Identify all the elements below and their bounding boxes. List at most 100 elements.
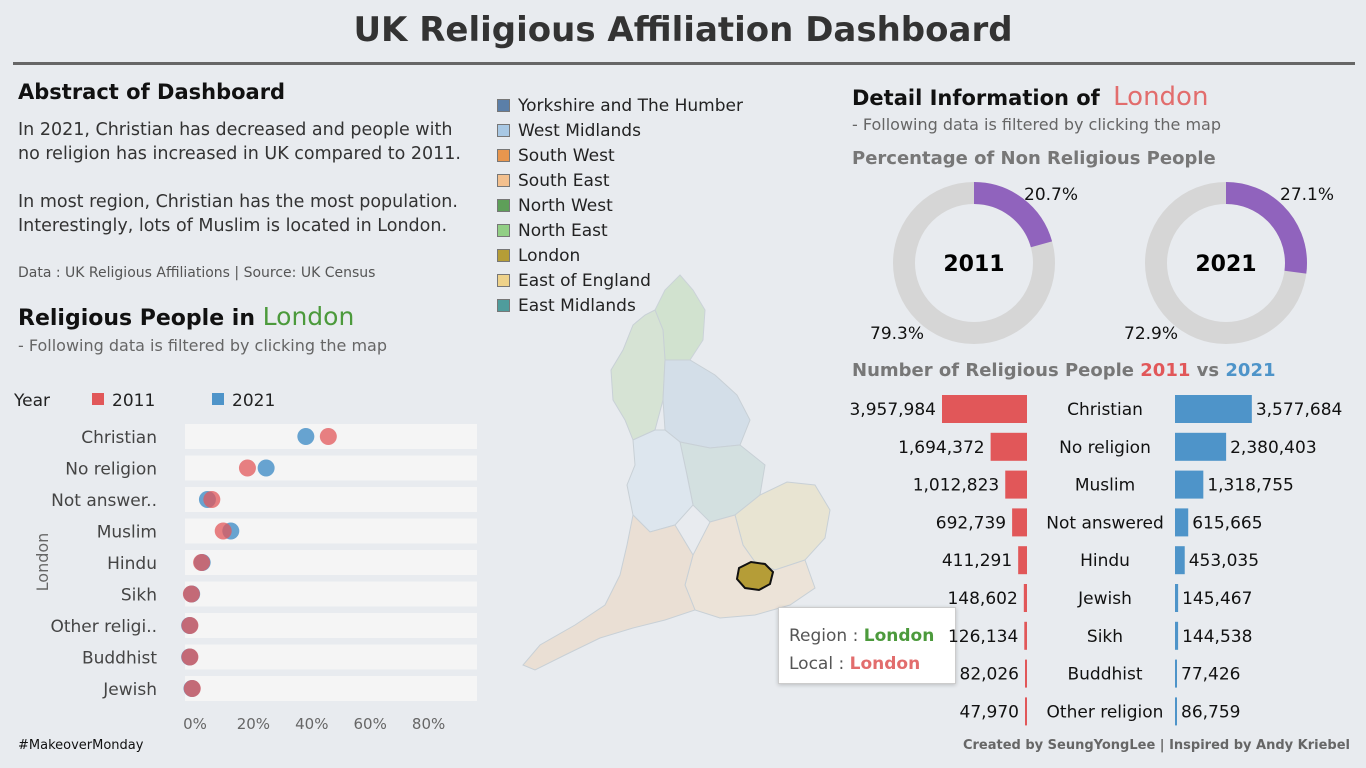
bar-2011-label: 1,012,823 (913, 476, 1000, 496)
bar-2011-label: 82,026 (960, 665, 1019, 685)
dot-2011[interactable] (214, 522, 232, 540)
bar-2021-label: 615,665 (1192, 513, 1262, 533)
region-legend-swatch (497, 124, 510, 137)
bar-2021-label: 2,380,403 (1230, 438, 1317, 458)
uk-region-map[interactable] (515, 270, 835, 690)
legend-label-2011: 2011 (112, 391, 155, 411)
region-legend-item[interactable]: East Midlands (497, 293, 743, 318)
donut-non-religious-arc[interactable] (893, 182, 1055, 344)
number-heading-2021: 2021 (1225, 360, 1276, 381)
dot-2011[interactable] (182, 585, 200, 603)
dot-category-label: No religion (65, 460, 157, 480)
bar-2011-label: 47,970 (960, 702, 1019, 722)
dot-2021[interactable] (257, 459, 275, 477)
bar-2011[interactable] (1012, 508, 1027, 537)
dot-2011[interactable] (203, 491, 221, 508)
bar-2021[interactable] (1175, 584, 1179, 612)
map-region-london[interactable] (735, 560, 775, 592)
donut-non-religious-arc[interactable] (1145, 182, 1307, 344)
dashboard-title: UK Religious Affiliation Dashboard (353, 10, 1013, 50)
map-region-north-west[interactable] (610, 309, 666, 441)
dot-2011[interactable] (181, 648, 199, 666)
bar-2011[interactable] (1023, 584, 1027, 612)
tooltip-local-label: Local : (789, 654, 845, 674)
dot-category-label: Other religi.. (50, 617, 157, 637)
tooltip-local-row: Local : London (789, 650, 945, 678)
bar-2011[interactable] (942, 395, 1027, 423)
dot-2011[interactable] (319, 428, 337, 445)
abstract-paragraph-2: In most region, Christian has the most p… (18, 190, 458, 238)
region-legend-item[interactable]: London (497, 243, 743, 268)
donut-religious-pct: 72.9% (1124, 324, 1178, 344)
region-legend-swatch (497, 274, 510, 287)
dot-2011[interactable] (238, 459, 256, 477)
region-legend-label: West Midlands (518, 120, 641, 141)
dot-plot-chart: Year 2011 2021 London Christian No religi… (13, 391, 477, 733)
dot-x-tick: 0% (183, 715, 207, 733)
bar-2011[interactable] (1018, 546, 1027, 575)
bar-2021-label: 77,426 (1181, 665, 1240, 685)
data-source: Data : UK Religious Affiliations | Sourc… (18, 265, 376, 281)
bar-2021[interactable] (1175, 621, 1179, 650)
abstract-paragraph-1: In 2021, Christian has decreased and peo… (18, 118, 461, 166)
bar-2011-label: 3,957,984 (849, 400, 936, 420)
region-legend-swatch (497, 224, 510, 237)
bar-2021[interactable] (1175, 432, 1227, 461)
region-legend-swatch (497, 149, 510, 162)
dot-category-label: Muslim (97, 523, 157, 543)
dot-category-label: Jewish (102, 680, 157, 700)
bar-2021[interactable] (1175, 470, 1204, 499)
dot-category-label: Christian (81, 428, 157, 448)
bar-2011[interactable] (1024, 621, 1027, 650)
map-region-south-west[interactable] (522, 513, 696, 671)
detail-subtitle: - Following data is filtered by clicking… (852, 115, 1221, 134)
religious-people-subtitle: - Following data is filtered by clicking… (18, 336, 387, 355)
region-legend-item[interactable]: East of England (497, 268, 743, 293)
map-region-west-midlands[interactable] (626, 429, 694, 533)
dot-x-tick: 80% (412, 715, 445, 733)
dot-category-label: Buddhist (82, 649, 157, 669)
donut-year-label: 2011 (943, 252, 1004, 277)
region-legend-swatch (497, 199, 510, 212)
bar-2011-label: 126,134 (948, 627, 1018, 647)
nonrel-heading: Percentage of Non Religious People (852, 148, 1216, 169)
donut-non-religious-pct: 27.1% (1280, 185, 1334, 205)
region-legend-label: Yorkshire and The Humber (518, 95, 743, 116)
region-legend-item[interactable]: Yorkshire and The Humber (497, 93, 743, 118)
dot-2011[interactable] (181, 617, 199, 634)
tooltip-region-label: Region : (789, 626, 859, 646)
bar-2021-label: 1,318,755 (1207, 476, 1294, 496)
donut-year-label: 2021 (1195, 252, 1256, 277)
region-legend-item[interactable]: South East (497, 168, 743, 193)
dot-2011[interactable] (183, 680, 201, 697)
dot-row-band (185, 676, 477, 701)
selected-region: London (262, 302, 355, 331)
bar-2021[interactable] (1175, 395, 1252, 423)
bar-2011[interactable] (990, 432, 1027, 461)
bar-2011[interactable] (1005, 470, 1027, 499)
dot-row-band (185, 644, 477, 670)
number-heading-2011: 2011 (1140, 360, 1191, 381)
bar-category-label: Other religion (1047, 702, 1164, 722)
region-legend-item[interactable]: West Midlands (497, 118, 743, 143)
region-legend-item[interactable]: North West (497, 193, 743, 218)
bar-2021[interactable] (1175, 659, 1177, 688)
dot-2021[interactable] (297, 428, 315, 445)
bar-2021[interactable] (1175, 546, 1185, 575)
region-legend-item[interactable]: South West (497, 143, 743, 168)
legend-swatch-2021 (212, 393, 224, 405)
bar-category-label: Not answered (1046, 513, 1163, 533)
map-region-yorkshire[interactable] (662, 359, 751, 449)
bar-2011[interactable] (1025, 659, 1027, 688)
bar-2021[interactable] (1175, 508, 1189, 537)
detail-region: London (1113, 82, 1209, 112)
bar-2011[interactable] (1025, 697, 1027, 726)
axis-side-label: London (33, 533, 52, 592)
bar-2021-label: 453,035 (1189, 551, 1259, 571)
bar-2021[interactable] (1175, 697, 1177, 726)
region-legend-label: South East (518, 170, 610, 191)
bar-category-label: Jewish (1077, 589, 1132, 609)
region-legend-item[interactable]: North East (497, 218, 743, 243)
dot-2011[interactable] (193, 554, 211, 571)
region-legend: Yorkshire and The Humber West Midlands Sou… (497, 93, 743, 318)
